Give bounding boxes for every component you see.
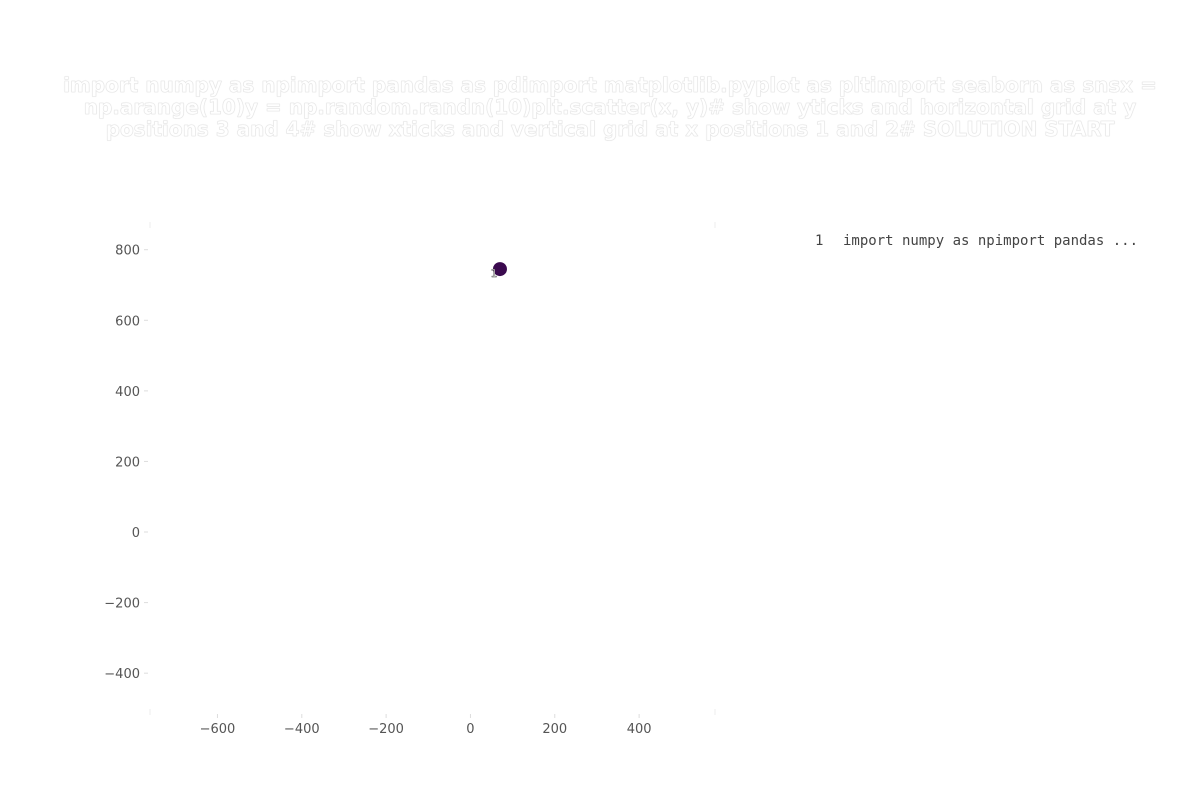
y-tick-label: 200 — [115, 455, 140, 470]
legend-marker: 1 — [815, 233, 823, 249]
x-tick-label: 0 — [466, 722, 474, 737]
x-tick-label: −400 — [284, 722, 320, 737]
x-axis: −600 −400 −200 0 200 400 — [200, 714, 652, 737]
x-tick-label: 200 — [542, 722, 567, 737]
y-tick-label: 600 — [115, 314, 140, 329]
scatter-point — [492, 262, 507, 277]
x-tick-label: −600 — [200, 722, 236, 737]
chart-title: import numpy as npimport pandas as pdimp… — [63, 73, 1157, 141]
y-tick-label: −200 — [104, 597, 140, 612]
x-tick-label: 400 — [627, 722, 652, 737]
legend-label: import numpy as npimport pandas ... — [843, 233, 1138, 249]
y-tick-label: 400 — [115, 385, 140, 400]
data-points: 1 — [490, 262, 507, 280]
y-tick-label: −400 — [104, 667, 140, 682]
x-tick-label: −200 — [368, 722, 404, 737]
y-axis: −400 −200 0 200 400 600 800 — [104, 244, 148, 682]
y-tick-label: 800 — [115, 244, 140, 259]
y-tick-label: 0 — [132, 526, 140, 541]
plot-frame — [149, 222, 716, 715]
legend: 1 import numpy as npimport pandas ... — [815, 233, 1138, 249]
point-label: 1 — [490, 267, 497, 280]
